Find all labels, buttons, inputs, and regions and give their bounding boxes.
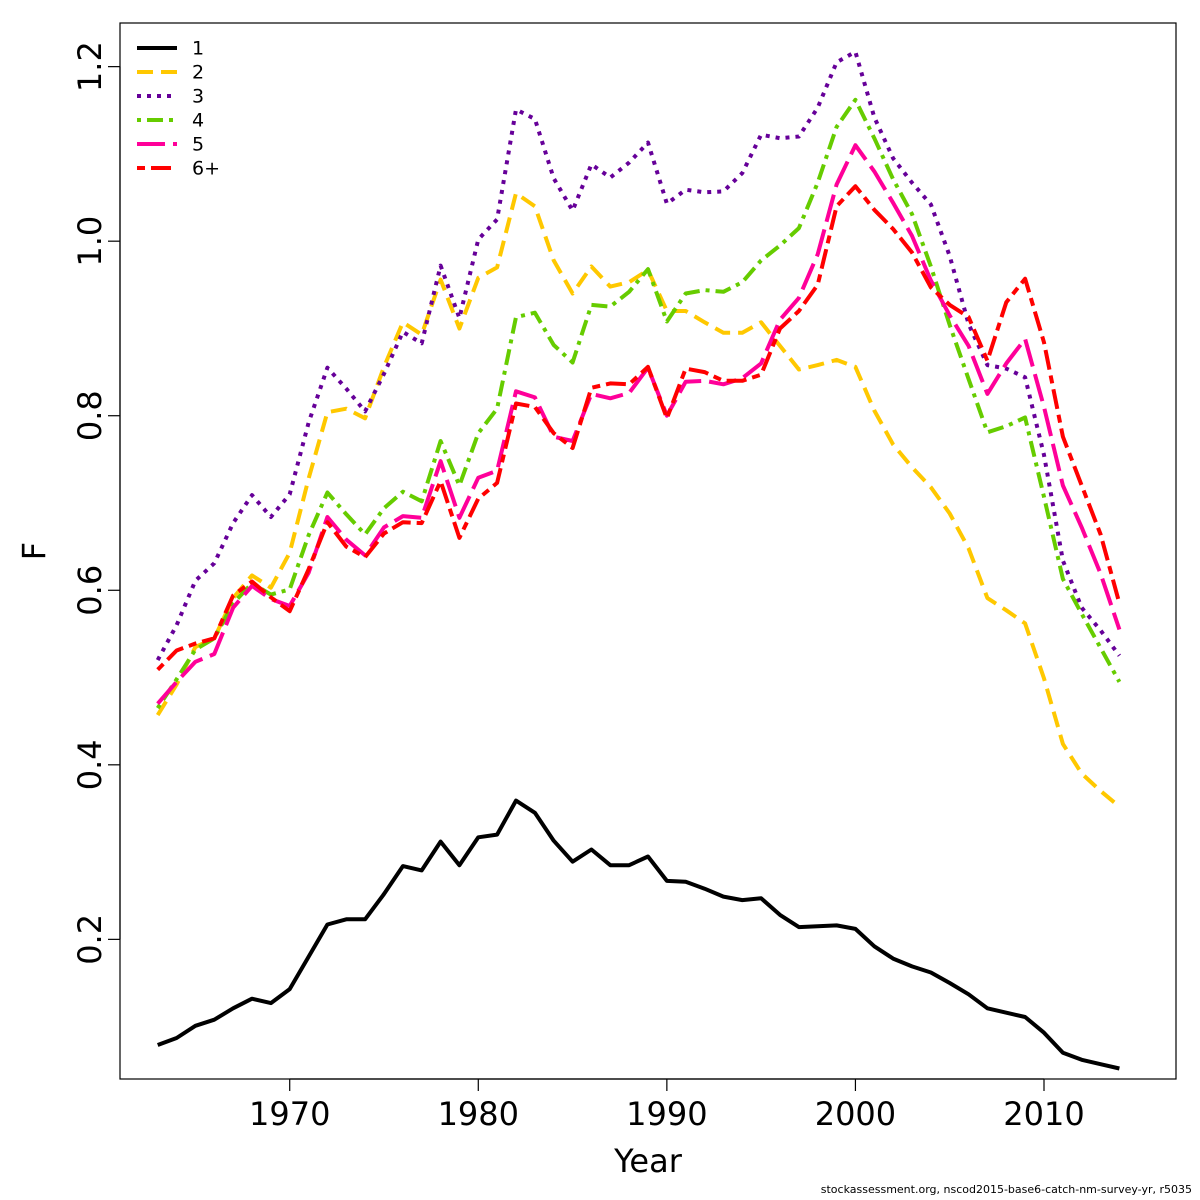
y-tick-label: 1.2 (71, 41, 109, 92)
y-axis: 0.2 0.4 0.6 0.8 1.0 1.2 (71, 41, 121, 965)
legend-label: 1 (192, 38, 204, 60)
y-tick-label: 0.8 (71, 390, 109, 441)
x-tick-label: 1970 (249, 1095, 330, 1133)
legend-label: 4 (192, 110, 204, 132)
legend-label: 6+ (192, 158, 220, 180)
series-line-5 (156, 143, 1122, 706)
footer-credit: stockassessment.org, nscod2015-base6-cat… (820, 1183, 1192, 1196)
y-tick-label: 0.2 (71, 914, 109, 965)
series-layer (155, 49, 1122, 1071)
y-tick-label: 1.0 (71, 216, 109, 267)
y-axis-title: F (15, 542, 53, 560)
legend-label: 5 (192, 134, 204, 156)
x-tick-label: 1980 (438, 1095, 519, 1133)
legend-label: 2 (192, 62, 204, 84)
series-line-1 (157, 798, 1120, 1071)
x-axis: 1970 1980 1990 2000 2010 (249, 1078, 1085, 1133)
series-line-3 (155, 49, 1122, 662)
series-line-2 (155, 191, 1121, 809)
x-tick-label: 1990 (626, 1095, 707, 1133)
series-line-6plus (156, 184, 1122, 672)
x-tick-label: 2000 (815, 1095, 896, 1133)
y-tick-label: 0.6 (71, 565, 109, 616)
y-tick-label: 0.4 (71, 739, 109, 790)
series-line-4 (156, 97, 1122, 710)
x-tick-label: 2010 (1003, 1095, 1084, 1133)
plot-frame (119, 22, 1177, 1080)
legend-label: 3 (192, 86, 204, 108)
x-axis-title: Year (613, 1142, 683, 1180)
